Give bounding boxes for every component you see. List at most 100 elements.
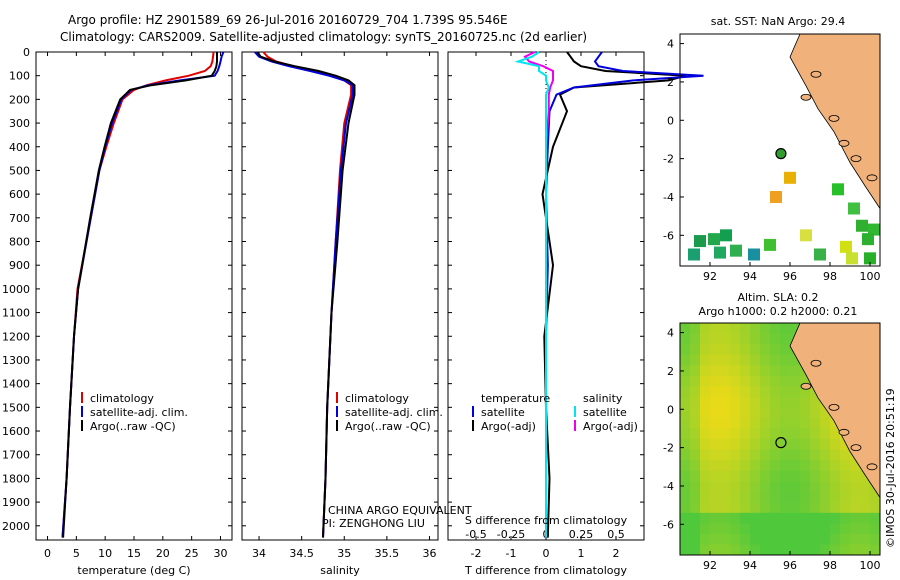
sla-cell [830,533,841,545]
sla-cell [770,354,781,366]
sla-cell [740,470,751,482]
sla-cell [740,344,751,356]
sla-cell [870,491,881,503]
depth-tick-label: 300 [9,117,30,130]
sla-cell [780,344,791,356]
sla-cell [800,502,811,514]
sla-cell [740,375,751,387]
sla-cell [680,386,691,398]
sla-cell [740,323,751,335]
lat-tick-label: 2 [667,76,674,89]
t-diff-tick-label: -1 [506,547,517,560]
sla-cell [700,428,711,440]
sla-cell [680,407,691,419]
lat-tick-label: 4 [667,327,674,340]
salinity-legend: climatology satellite-adj. clim. Argo(..… [336,392,443,433]
lat-tick-label: -2 [663,153,674,166]
sla-cell [820,460,831,472]
sla-cell [720,502,731,514]
sla-cell [730,523,741,535]
sla-cell [740,502,751,514]
sla-cell [740,544,751,556]
sst-cell [800,229,812,242]
sla-cell [800,481,811,493]
sla-cell [750,333,761,345]
sla-cell [760,512,771,524]
sla-cell [680,428,691,440]
depth-tick-label: 800 [9,236,30,249]
depth-tick-label: 0 [23,46,30,59]
sla-cell [810,533,821,545]
sst-map-title: sat. SST: NaN Argo: 29.4 [711,15,845,28]
imos-credit: ©IMOS 30-Jul-2016 20:51:19 [884,388,897,548]
sla-cell [840,491,851,503]
sst-cell [764,238,776,251]
legend-argo: Argo(..raw -QC) [90,420,176,433]
sla-cell [720,365,731,377]
sla-cell [810,544,821,556]
sla-cell [770,428,781,440]
temperature-satellite-line [61,51,225,538]
sla-cell [720,544,731,556]
sla-cell [770,523,781,535]
depth-tick-label: 1400 [2,378,30,391]
sla-cell [850,502,861,514]
depth-tick-label: 600 [9,188,30,201]
difference-legend: temperature satellite Argo(-adj) salinit… [472,392,638,433]
sla-cell [830,460,841,472]
sla-cell [790,386,801,398]
sla-cell [730,386,741,398]
sla-cell [770,470,781,482]
sla-cell [730,460,741,472]
lon-tick-label: 94 [743,270,757,283]
sla-cell [760,333,771,345]
s-diff-tick-label: -0.25 [497,528,525,541]
lon-tick-label: 98 [823,270,837,283]
sla-cell [710,502,721,514]
sla-cell [750,533,761,545]
sla-cell [770,491,781,503]
figure-title-line2: Climatology: CARS2009. Satellite-adjuste… [60,30,587,44]
legend-t-argo: Argo(-adj) [481,420,536,433]
sst-cell [714,246,726,259]
s-diff-tick-label: 0.25 [569,528,594,541]
depth-tick-label: 1800 [2,472,30,485]
sla-cell [730,365,741,377]
lon-tick-label: 100 [860,559,881,572]
sla-cell [780,365,791,377]
sla-cell [740,512,751,524]
sla-cell [780,491,791,503]
sla-cell [710,491,721,503]
sla-cell [730,449,741,461]
sla-cell [770,512,781,524]
sla-cell [770,375,781,387]
sla-cell [690,333,701,345]
sla-cell [720,491,731,503]
legend-s-argo: Argo(-adj) [583,420,638,433]
sla-cell [790,502,801,514]
sla-cell [860,491,871,503]
sla-cell [710,544,721,556]
sla-cell [780,386,791,398]
sla-cell [760,449,771,461]
sla-cell [760,533,771,545]
sla-cell [800,491,811,503]
sla-cell [680,417,691,429]
legend-satellite: satellite-adj. clim. [345,406,443,419]
sla-cell [700,449,711,461]
sst-cell [770,190,782,203]
sla-cell [850,512,861,524]
salinity-axis-tick-label: 34.5 [289,547,314,560]
island [850,155,862,163]
sla-cell [830,481,841,493]
sla-cell [820,428,831,440]
sla-map-title1: Altim. SLA: 0.2 [737,291,818,304]
sla-cell [790,417,801,429]
sla-cell [730,323,741,335]
sla-cell [810,396,821,408]
sla-cell [810,470,821,482]
salinity-argo-line [256,51,356,538]
sla-cell [770,407,781,419]
sla-cell [840,512,851,524]
sla-cell [740,533,751,545]
